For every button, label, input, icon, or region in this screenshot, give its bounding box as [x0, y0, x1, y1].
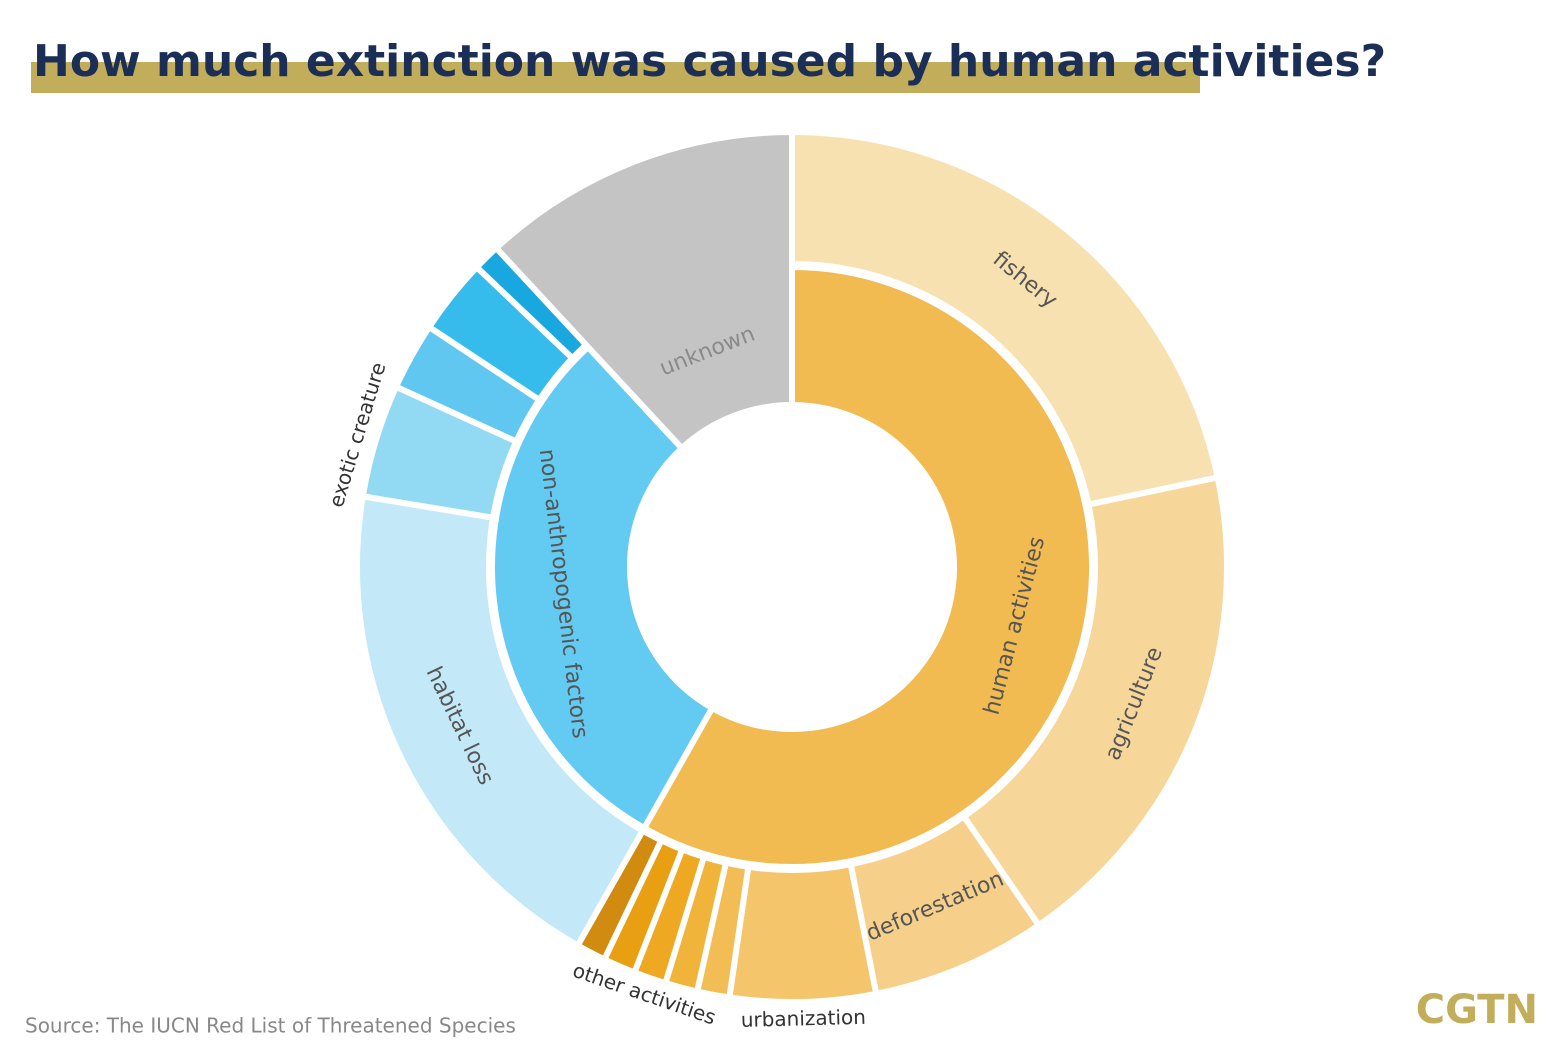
chart-title: How much extinction was caused by human …: [33, 36, 1386, 87]
source: Source: The IUCN Red List of Threatened …: [25, 1014, 516, 1038]
title-bar: [31, 62, 1200, 93]
inner-segment: [489, 344, 716, 832]
outer-segment: [473, 245, 589, 362]
outer-segment: [726, 861, 880, 1005]
logo: CGTN: [1416, 987, 1538, 1033]
inner-segment: [493, 129, 795, 452]
outer-segment: [354, 493, 646, 949]
segment-label: urbanization: [740, 1005, 866, 1032]
inner-segment: [641, 264, 1095, 870]
outer-segment: [960, 474, 1230, 929]
outer-segment: [789, 129, 1221, 508]
